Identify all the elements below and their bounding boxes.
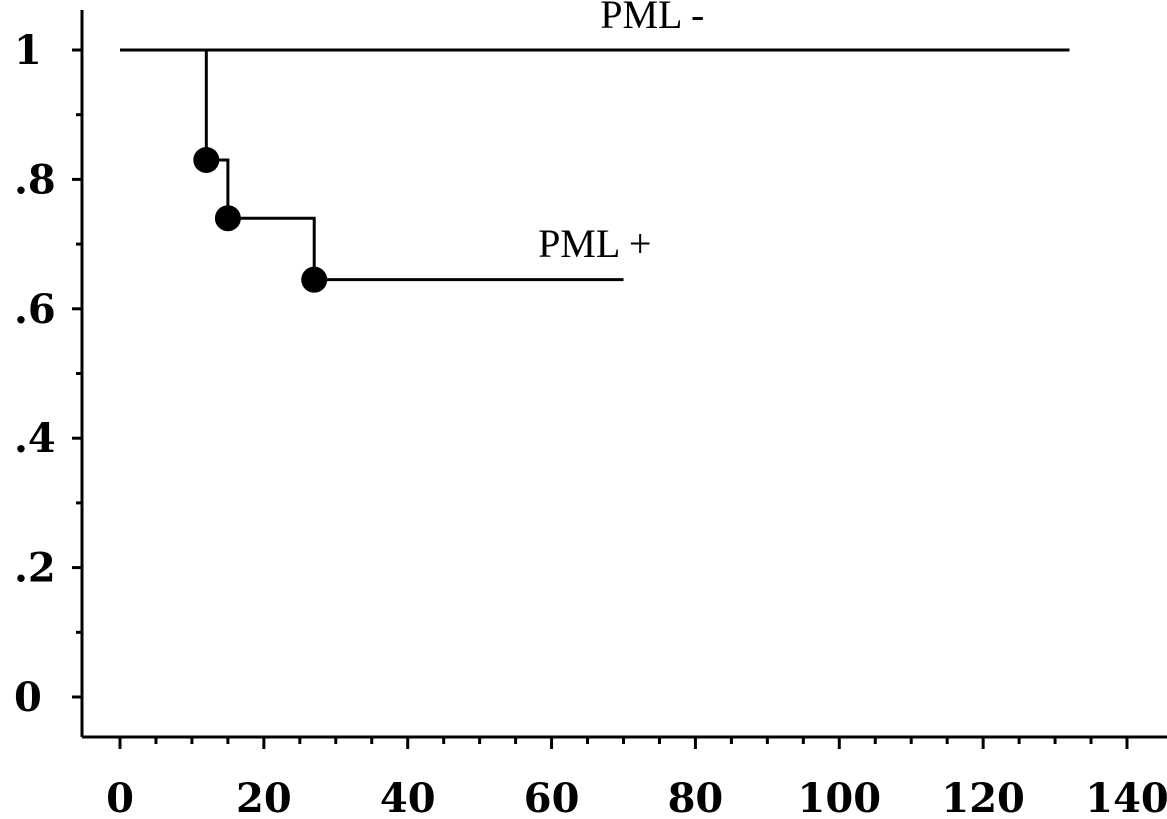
y-tick-label: .4: [14, 415, 56, 462]
x-tick-label: 140: [1085, 775, 1167, 819]
y-tick-label: 0: [14, 674, 42, 721]
y-tick-label: .6: [14, 286, 56, 333]
x-tick-label: 0: [106, 775, 134, 819]
y-tick-label: 1: [14, 27, 42, 74]
y-tick-label: .2: [14, 545, 56, 592]
axes: [72, 10, 1167, 749]
x-tick-label: 80: [668, 775, 724, 819]
series-label: PML -: [600, 0, 704, 37]
series-label: PML +: [538, 221, 651, 266]
labels: 0 .2 .4 .6 .8 1 0 20 40 60 80 100 120 140 PML - PML +: [14, 0, 1167, 819]
x-tick-label: 20: [236, 775, 292, 819]
x-tick-label: 120: [941, 775, 1025, 819]
x-tick-label: 40: [380, 775, 436, 819]
event-point: [193, 146, 220, 173]
x-tick-label: 60: [524, 775, 580, 819]
event-point: [214, 205, 241, 232]
curves: [120, 48, 1070, 293]
y-tick-label: .8: [14, 156, 56, 203]
x-tick-label: 100: [798, 775, 882, 819]
event-point: [301, 266, 328, 293]
